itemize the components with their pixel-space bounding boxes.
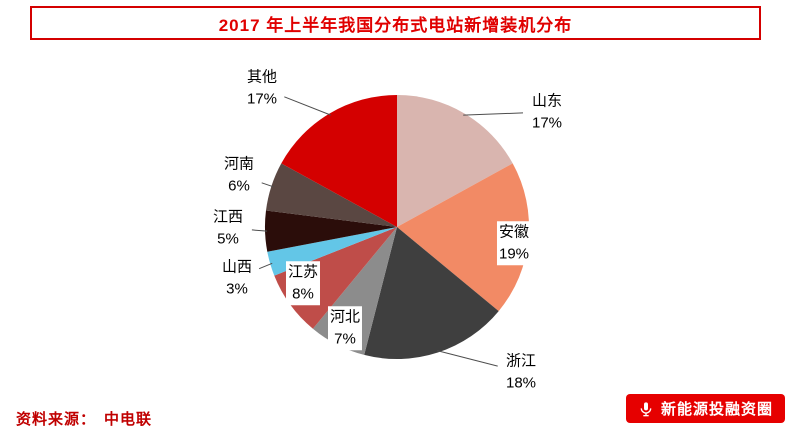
- pie-slice-1: [397, 163, 530, 312]
- label-leader-line: [437, 350, 498, 367]
- source-note: 资料来源： 中电联: [16, 408, 152, 429]
- pie-slice-7: [266, 163, 397, 227]
- pie-slice-2: [364, 227, 499, 360]
- chart-title-box: 2017 年上半年我国分布式电站新增装机分布: [30, 6, 761, 40]
- pie-slice-0: [397, 94, 513, 227]
- pie-slice-8: [281, 95, 397, 227]
- label-leader-line: [258, 262, 273, 270]
- label-leader-line: [284, 96, 331, 116]
- label-leader-line: [261, 182, 274, 188]
- brand-badge: 新能源投融资圈: [625, 394, 785, 423]
- source-label: 资料来源：: [16, 411, 97, 428]
- label-leader-line: [251, 229, 268, 232]
- badge-text: 新能源投融资圈: [660, 401, 773, 418]
- label-leader-line: [463, 112, 524, 116]
- microphone-icon: [638, 401, 654, 417]
- pie-slice-6: [264, 210, 397, 252]
- chart-title: 2017 年上半年我国分布式电站新增装机分布: [218, 15, 573, 35]
- source-value: 中电联: [104, 411, 153, 428]
